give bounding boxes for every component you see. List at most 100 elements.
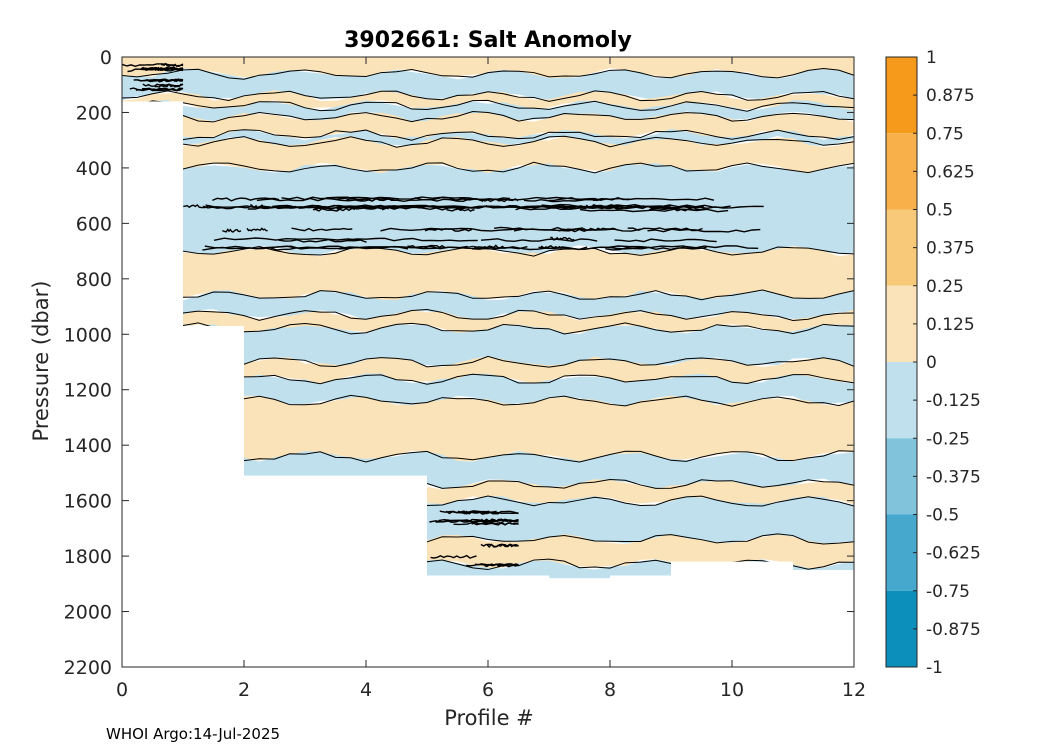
contour-line	[256, 197, 364, 202]
y-tick-label: 1800	[64, 546, 112, 568]
colorbar-band-4	[886, 362, 917, 439]
contour-line	[486, 543, 519, 549]
contour-line	[446, 208, 475, 213]
contour-line	[607, 245, 759, 249]
colorbar-tick-label: -0.875	[926, 620, 981, 640]
contour-boundary-7	[122, 161, 854, 174]
colorbar-tick-label: 0.875	[926, 86, 975, 106]
colorbar-band-5	[886, 438, 917, 515]
contour-line	[336, 205, 389, 210]
plot-area	[122, 57, 854, 667]
colorbar-tick-label: -0.5	[926, 506, 959, 526]
y-tick-label: 1000	[64, 324, 112, 346]
colorbar-tick-label: 0.625	[926, 162, 975, 182]
contour-line	[463, 510, 502, 515]
contour-boundary-11	[122, 322, 854, 335]
contour-line	[278, 238, 367, 243]
colorbar-tick-label: -0.125	[926, 391, 981, 411]
contour-line	[154, 83, 184, 88]
x-axis-label: Profile #	[444, 706, 534, 730]
x-tick-label: 12	[842, 679, 866, 701]
anomaly-layer-11	[122, 324, 854, 368]
anomaly-layer-13	[122, 373, 854, 407]
y-tick-label: 400	[76, 158, 112, 180]
anomaly-layer-1	[122, 68, 854, 101]
contour-line	[484, 563, 519, 568]
contour-boundary-9	[122, 289, 854, 301]
y-tick-label: 2000	[64, 602, 112, 624]
colorbar: 1 0.875 0.75 0.625 0.5 0.375 0.25 0.125 0 -0.125 -…	[885, 48, 981, 678]
contour-boundary-5	[122, 129, 854, 141]
anomaly-layer-3	[122, 99, 854, 122]
colorbar-tick-label: 1	[926, 48, 937, 68]
contour-line	[345, 197, 399, 202]
contour-line	[471, 521, 519, 526]
contour-boundary-4	[122, 110, 854, 123]
contour-line	[202, 246, 297, 251]
contour-line	[202, 205, 270, 210]
y-tick-label: 200	[76, 102, 112, 124]
contour-line	[650, 205, 764, 210]
contour-boundary-1	[122, 67, 854, 80]
anomaly-layer-12	[122, 356, 854, 385]
anomaly-layer-4	[122, 111, 854, 140]
contour-line	[648, 207, 706, 212]
contour-boundary-2	[122, 90, 854, 102]
colorbar-tick-label: -0.375	[926, 467, 981, 487]
colorbar-tick-label: 0	[926, 353, 937, 373]
contour-line	[538, 246, 647, 251]
colorbar-tick-label: -0.75	[926, 582, 970, 602]
colorbar-band-7	[886, 590, 917, 667]
contour-line	[312, 207, 356, 212]
contour-line	[142, 87, 184, 92]
colorbar-tick-label: 0.75	[926, 124, 964, 144]
colorbar-band-3	[886, 285, 917, 362]
anomaly-layer-5	[122, 128, 854, 147]
contour-line	[438, 518, 519, 523]
contour-boundary-14	[122, 394, 854, 407]
contour-line	[523, 198, 603, 203]
x-tick-label: 0	[116, 679, 128, 701]
contour-line	[539, 205, 620, 210]
contour-line	[142, 83, 184, 87]
contour-line	[608, 203, 731, 209]
contour-boundary-13	[122, 373, 854, 385]
contour-boundary-12	[122, 355, 854, 368]
y-axis-label: Pressure (dbar)	[29, 281, 53, 442]
contour-line	[480, 238, 598, 243]
contour-lines	[121, 56, 855, 668]
y-tick-label: 0	[100, 47, 112, 69]
footer-credit: WHOI Argo:14-Jul-2025	[106, 725, 281, 743]
contour-line	[390, 198, 484, 203]
y-tick-label: 1200	[64, 380, 112, 402]
contour-line	[479, 198, 519, 203]
colorbar-tick-label: -1	[926, 658, 943, 678]
anomaly-layer-7	[122, 163, 854, 257]
contour-cluster-group	[122, 62, 764, 568]
contour-line	[614, 238, 717, 243]
anomaly-layer-0	[122, 57, 854, 79]
contour-line	[347, 237, 478, 242]
colorbar-band-0	[886, 57, 917, 134]
contour-line	[647, 228, 761, 233]
contour-line	[149, 78, 184, 83]
contour-line	[222, 228, 242, 233]
y-tick-label: 600	[76, 213, 112, 235]
colorbar-tick-label: 0.375	[926, 239, 975, 259]
contour-line	[424, 228, 472, 232]
y-tick-label: 1400	[64, 435, 112, 457]
y-tick-label: 800	[76, 269, 112, 291]
contour-line	[513, 228, 641, 232]
contour-line	[407, 244, 446, 249]
y-tick-label: 1600	[64, 491, 112, 513]
contour-line	[122, 63, 184, 68]
anomaly-layer-9	[122, 290, 854, 321]
anomaly-layer-19	[122, 559, 854, 579]
y-axis-ticks: 0 200 400 600 800 1000 1200 1400 1600 1800 2000 220…	[64, 47, 854, 679]
y-tick-label: 2200	[64, 657, 112, 679]
x-axis-ticks: 0 2 4 6 8 10 12	[116, 57, 866, 701]
contour-line	[212, 197, 280, 202]
contour-line	[558, 228, 592, 233]
contour-boundary-15	[122, 450, 854, 463]
